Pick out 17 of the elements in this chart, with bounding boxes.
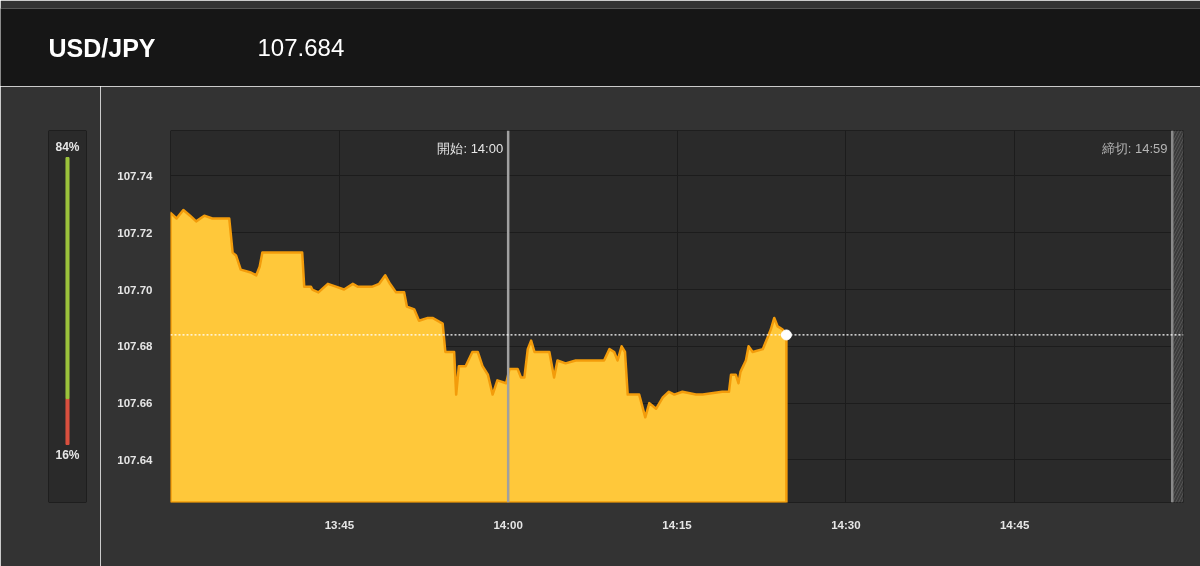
- x-tick-label: 14:30: [831, 518, 861, 531]
- data-label: 16%: [55, 447, 80, 462]
- x-tick-label: 13:45: [324, 518, 355, 531]
- chart-subtitle: 107.684: [257, 34, 345, 61]
- y-tick-label: 107.66: [117, 397, 153, 410]
- x-tick-label: 14:15: [662, 518, 693, 531]
- y-tick-label: 107.74: [117, 169, 154, 182]
- x-tick-label: 14:45: [999, 518, 1030, 531]
- y-tick-label: 107.72: [117, 226, 153, 239]
- y-tick-label: 107.70: [117, 283, 153, 296]
- data-label: 84%: [55, 139, 80, 154]
- y-tick-label: 107.64: [117, 453, 154, 466]
- x-tick-label: 14:00: [493, 518, 523, 531]
- ref-line-label: 開始: 14:00: [437, 141, 504, 156]
- annotation: 締切: 14:59: [1100, 141, 1168, 156]
- y-tick-label: 107.68: [117, 340, 154, 353]
- chart-title: USD/JPY: [48, 33, 156, 62]
